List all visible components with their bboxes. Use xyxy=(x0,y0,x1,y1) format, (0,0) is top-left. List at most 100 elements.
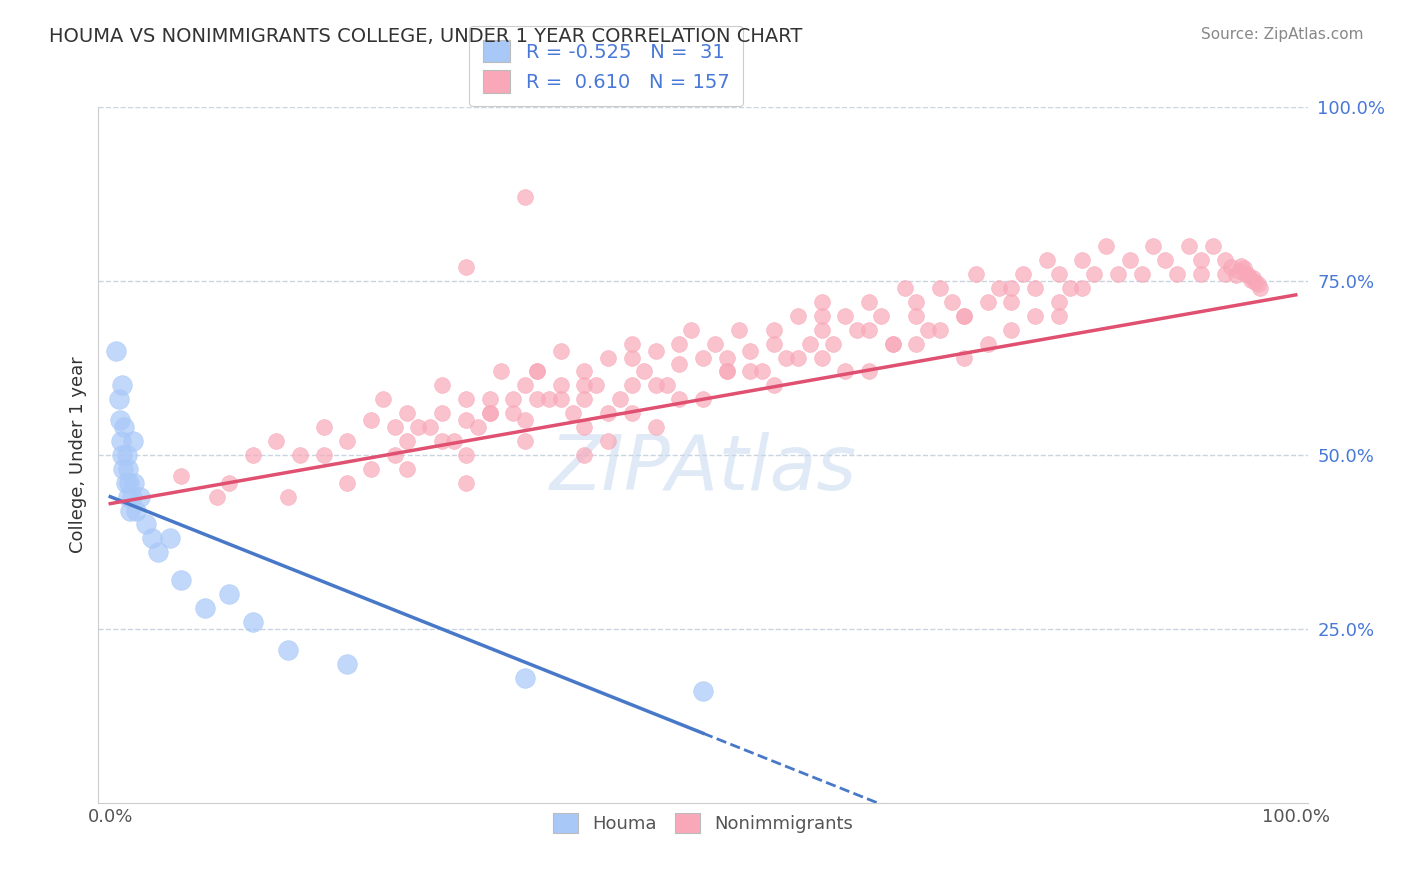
Point xyxy=(146,545,169,559)
Point xyxy=(1234,267,1257,281)
Point xyxy=(834,364,856,378)
Point xyxy=(716,364,738,378)
Point xyxy=(550,343,572,358)
Point xyxy=(312,420,335,434)
Point xyxy=(1130,267,1153,281)
Point xyxy=(620,351,643,365)
Point xyxy=(751,364,773,378)
Point xyxy=(395,462,418,476)
Point xyxy=(976,294,998,309)
Point xyxy=(242,615,264,629)
Point xyxy=(834,309,856,323)
Point xyxy=(218,587,240,601)
Point xyxy=(478,392,501,407)
Point xyxy=(1178,239,1201,253)
Point xyxy=(620,406,643,420)
Point xyxy=(1024,281,1046,295)
Point xyxy=(1000,294,1022,309)
Point xyxy=(740,364,762,378)
Point xyxy=(550,392,572,407)
Point xyxy=(384,420,406,434)
Point xyxy=(882,336,904,351)
Point xyxy=(454,260,477,274)
Point xyxy=(159,532,181,546)
Point xyxy=(1227,263,1250,277)
Point xyxy=(170,468,193,483)
Point xyxy=(312,448,335,462)
Point xyxy=(905,309,928,323)
Point xyxy=(574,378,596,392)
Point xyxy=(1119,253,1142,268)
Point xyxy=(384,448,406,462)
Point xyxy=(288,448,311,462)
Point xyxy=(515,413,537,427)
Y-axis label: College, Under 1 year: College, Under 1 year xyxy=(69,357,87,553)
Point xyxy=(1237,268,1260,283)
Point xyxy=(1059,281,1081,295)
Point xyxy=(988,281,1011,295)
Point xyxy=(550,378,572,392)
Point xyxy=(810,294,832,309)
Point xyxy=(858,323,880,337)
Point xyxy=(1083,267,1105,281)
Point xyxy=(574,392,596,407)
Point xyxy=(869,309,891,323)
Point xyxy=(1047,309,1070,323)
Point xyxy=(858,364,880,378)
Point xyxy=(929,281,952,295)
Point xyxy=(716,351,738,365)
Point xyxy=(395,406,418,420)
Point xyxy=(526,364,548,378)
Point xyxy=(775,351,797,365)
Point xyxy=(1241,270,1264,285)
Point xyxy=(786,309,808,323)
Point xyxy=(1230,259,1253,273)
Point xyxy=(118,475,141,490)
Point xyxy=(1202,239,1225,253)
Point xyxy=(432,434,454,448)
Point xyxy=(125,503,148,517)
Point xyxy=(478,406,501,420)
Point xyxy=(1000,281,1022,295)
Point xyxy=(574,420,596,434)
Point xyxy=(810,351,832,365)
Point xyxy=(905,336,928,351)
Point xyxy=(111,448,134,462)
Point xyxy=(277,642,299,657)
Point xyxy=(810,309,832,323)
Text: HOUMA VS NONIMMIGRANTS COLLEGE, UNDER 1 YEAR CORRELATION CHART: HOUMA VS NONIMMIGRANTS COLLEGE, UNDER 1 … xyxy=(49,27,803,45)
Legend: Houma, Nonimmigrants: Houma, Nonimmigrants xyxy=(544,804,862,842)
Point xyxy=(917,323,939,337)
Point xyxy=(114,475,136,490)
Point xyxy=(657,378,679,392)
Point xyxy=(419,420,441,434)
Point xyxy=(1213,253,1236,268)
Point xyxy=(668,392,690,407)
Point xyxy=(1166,267,1188,281)
Point xyxy=(112,462,135,476)
Point xyxy=(1189,253,1212,268)
Point xyxy=(1047,267,1070,281)
Point xyxy=(633,364,655,378)
Point xyxy=(823,336,845,351)
Point xyxy=(644,378,666,392)
Point xyxy=(1107,267,1129,281)
Point xyxy=(491,364,513,378)
Point xyxy=(515,378,537,392)
Point xyxy=(336,475,359,490)
Point xyxy=(740,343,762,358)
Point xyxy=(108,413,131,427)
Point xyxy=(1095,239,1118,253)
Point xyxy=(264,434,287,448)
Point xyxy=(502,392,524,407)
Point xyxy=(1012,267,1035,281)
Point xyxy=(882,336,904,351)
Point xyxy=(432,378,454,392)
Point xyxy=(905,294,928,309)
Point xyxy=(105,343,128,358)
Point xyxy=(141,532,163,546)
Point xyxy=(692,684,714,698)
Point xyxy=(952,351,974,365)
Point xyxy=(1219,260,1241,274)
Point xyxy=(620,378,643,392)
